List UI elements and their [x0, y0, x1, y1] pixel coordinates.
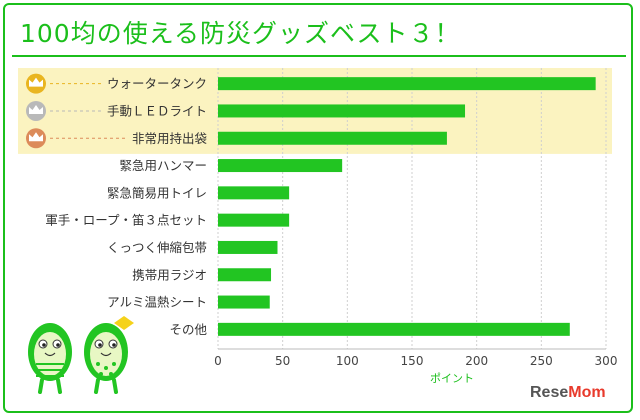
category-label: ウォータータンク	[107, 76, 207, 91]
mascot-pupil	[42, 343, 46, 347]
bar	[218, 77, 596, 91]
mascot-mouth	[100, 352, 112, 357]
bar	[218, 322, 570, 336]
mascot-pupil	[56, 343, 60, 347]
x-tick-label: 250	[530, 354, 553, 368]
crown-icon	[29, 77, 43, 87]
mascot-dot	[96, 362, 100, 366]
title-underline	[12, 55, 626, 57]
bar	[218, 159, 343, 173]
category-label: 軍手・ロープ・笛３点セット	[45, 213, 207, 228]
category-label: 携帯用ラジオ	[132, 267, 207, 282]
bar	[218, 268, 272, 282]
mascot-leg	[94, 378, 100, 394]
x-tick-label: 200	[465, 354, 488, 368]
x-tick-label: 150	[401, 354, 424, 368]
category-label: アルミ温熱シート	[107, 295, 207, 310]
chart-frame	[3, 3, 633, 413]
mascot-dot	[99, 372, 103, 376]
mascot-leg	[56, 378, 62, 394]
x-tick-label: 50	[275, 354, 290, 368]
crown-icon	[29, 104, 43, 114]
crown-icon	[29, 132, 43, 142]
category-label: その他	[169, 322, 207, 337]
category-label: 非常用持出袋	[132, 131, 208, 146]
brand-logo: ReseMom	[530, 384, 606, 401]
mascot-pupil	[112, 343, 116, 347]
bar	[218, 213, 290, 227]
mascot-leg	[38, 378, 44, 394]
bar	[218, 131, 447, 145]
mascot-dot	[104, 366, 108, 370]
mascot-dot	[112, 362, 116, 366]
mascot-pupil	[98, 343, 102, 347]
x-axis-label: ポイント	[430, 372, 474, 385]
category-label: 手動ＬＥＤライト	[107, 103, 207, 118]
mascot-bow	[124, 316, 134, 330]
chart-title: 100均の使える防災グッズベスト３！	[20, 19, 461, 48]
mascot-bow	[114, 316, 124, 330]
x-tick-label: 300	[595, 354, 618, 368]
bar	[218, 186, 290, 200]
mascot-leg	[112, 378, 118, 394]
bar	[218, 104, 466, 118]
mascot-dot	[109, 372, 113, 376]
bar	[218, 240, 278, 254]
mascot-mouth	[44, 352, 56, 357]
category-label: くっつく伸縮包帯	[107, 240, 207, 255]
category-label: 緊急簡易用トイレ	[107, 185, 207, 200]
x-tick-label: 0	[214, 354, 222, 368]
category-label: 緊急用ハンマー	[119, 158, 207, 173]
x-tick-label: 100	[336, 354, 359, 368]
bar	[218, 295, 270, 309]
